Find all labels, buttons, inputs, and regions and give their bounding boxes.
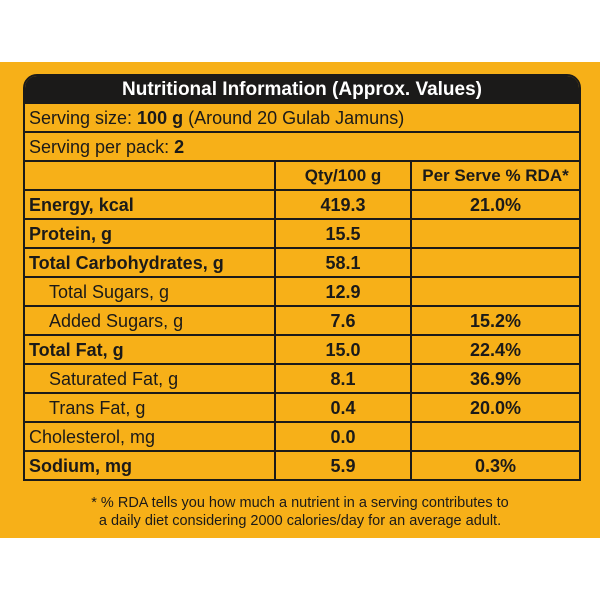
nutrition-table: Nutritional Information (Approx. Values)… (23, 74, 581, 481)
nutrient-qty: 5.9 (274, 450, 412, 479)
column-header-row: Qty/100 g Per Serve % RDA* (25, 160, 579, 191)
nutrient-rda: 15.2% (410, 305, 579, 336)
serving-per-pack-row: Serving per pack: 2 (25, 131, 579, 162)
qty-column-header: Qty/100 g (274, 160, 412, 191)
serving-per-pack-label: Serving per pack: (29, 136, 175, 157)
nutrient-qty: 58.1 (274, 247, 412, 278)
nutrient-qty: 15.5 (274, 218, 412, 249)
nutrient-name: Protein, g (25, 218, 276, 249)
nutrient-name: Total Sugars, g (25, 276, 276, 307)
nutrient-row: Added Sugars, g 7.6 15.2% (25, 305, 579, 336)
nutrient-name: Total Fat, g (25, 334, 276, 365)
nutrient-row: Saturated Fat, g 8.1 36.9% (25, 363, 579, 394)
nutrient-row: Total Carbohydrates, g 58.1 (25, 247, 579, 278)
serving-size-value: 100 g (137, 107, 184, 128)
footnote-line-1: * % RDA tells you how much a nutrient in… (91, 495, 509, 511)
nutrient-qty: 0.0 (274, 421, 412, 452)
nutrient-rda (410, 421, 579, 452)
nutrient-rda (410, 218, 579, 249)
nutrient-qty: 8.1 (274, 363, 412, 394)
nutrient-name: Trans Fat, g (25, 392, 276, 423)
serving-per-pack-value: 2 (174, 136, 185, 157)
serving-size-label: Serving size: (29, 107, 138, 128)
nutrient-name: Added Sugars, g (25, 305, 276, 336)
nutrient-name: Energy, kcal (25, 189, 276, 220)
nutrient-name: Saturated Fat, g (25, 363, 276, 394)
nutrient-qty: 7.6 (274, 305, 412, 336)
table-title: Nutritional Information (Approx. Values) (25, 76, 579, 104)
serving-size-note: (Around 20 Gulab Jamuns) (183, 107, 405, 128)
nutrient-row: Protein, g 15.5 (25, 218, 579, 249)
nutrient-column-header (25, 160, 276, 191)
nutrient-qty: 419.3 (274, 189, 412, 220)
nutrient-rda: 22.4% (410, 334, 579, 365)
nutrient-row: Energy, kcal 419.3 21.0% (25, 189, 579, 220)
nutrient-row: Total Fat, g 15.0 22.4% (25, 334, 579, 365)
footnote-line-2: a daily diet considering 2000 calories/d… (98, 513, 502, 529)
nutrient-qty: 0.4 (274, 392, 412, 423)
nutrient-rda: 20.0% (410, 392, 579, 423)
nutrient-name: Sodium, mg (25, 450, 276, 479)
rda-footnote: * % RDA tells you how much a nutrient in… (0, 494, 600, 530)
nutrient-row: Total Sugars, g 12.9 (25, 276, 579, 307)
nutrient-rda: 36.9% (410, 363, 579, 394)
nutrient-rda: 0.3% (410, 450, 579, 479)
nutrient-row: Cholesterol, mg 0.0 (25, 421, 579, 452)
nutrition-panel: Nutritional Information (Approx. Values)… (0, 62, 600, 538)
nutrient-name: Total Carbohydrates, g (25, 247, 276, 278)
nutrient-qty: 12.9 (274, 276, 412, 307)
rda-column-header: Per Serve % RDA* (410, 160, 579, 191)
nutrient-rda: 21.0% (410, 189, 579, 220)
nutrient-name: Cholesterol, mg (25, 421, 276, 452)
nutrient-row: Trans Fat, g 0.4 20.0% (25, 392, 579, 423)
serving-size-row: Serving size: 100 g (Around 20 Gulab Jam… (25, 102, 579, 133)
nutrient-rda (410, 276, 579, 307)
nutrient-qty: 15.0 (274, 334, 412, 365)
nutrient-row: Sodium, mg 5.9 0.3% (25, 450, 579, 479)
nutrient-rda (410, 247, 579, 278)
